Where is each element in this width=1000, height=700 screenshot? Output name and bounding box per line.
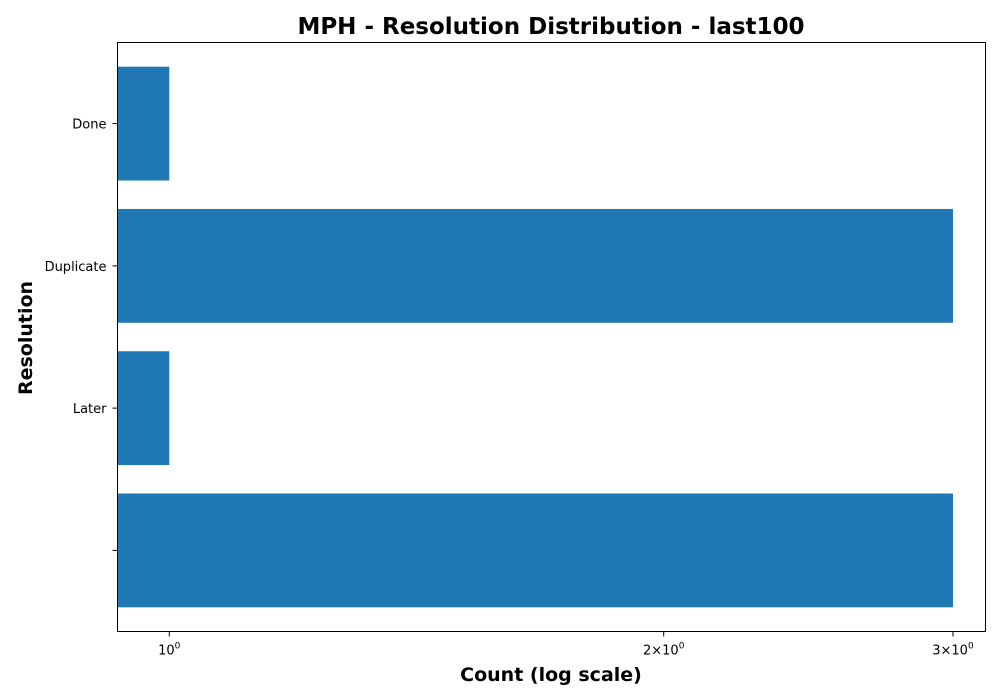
bar-duplicate [117, 208, 953, 323]
x-tick-label: 3×100 [932, 642, 974, 659]
bar-later [117, 351, 170, 466]
x-tick-label: 2×100 [643, 642, 685, 659]
ticks-layer: Done Duplicate Later 100 2×100 3×100 [45, 118, 974, 659]
bar-blank [117, 493, 953, 608]
y-axis-label: Resolution [15, 281, 37, 395]
y-tick-label: Duplicate [45, 260, 107, 275]
x-tick-label: 100 [158, 642, 181, 659]
chart-title: MPH - Resolution Distribution - last100 [297, 14, 804, 40]
x-axis-label: Count (log scale) [460, 664, 642, 686]
y-tick-label: Done [72, 118, 106, 133]
y-tick-label: Later [73, 402, 107, 417]
plot-frame [117, 42, 986, 632]
bar-done [117, 66, 170, 181]
bars-layer [117, 66, 953, 608]
